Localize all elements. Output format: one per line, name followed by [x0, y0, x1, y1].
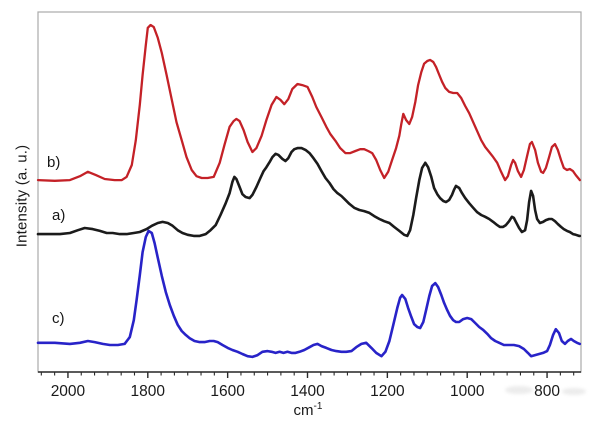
- x-axis-unit: cm: [293, 402, 314, 419]
- series-b-curve: [36, 23, 581, 182]
- x-tick-label: 1600: [210, 383, 245, 400]
- x-tick-label: 800: [534, 383, 560, 400]
- x-axis-label: cm-1: [294, 401, 323, 419]
- x-tick-label: 1000: [450, 383, 485, 400]
- watermark-smudge: [562, 388, 586, 395]
- x-tick-label: 1800: [131, 383, 166, 400]
- plot-frame: [37, 11, 582, 373]
- curve-label-b: b): [47, 154, 61, 171]
- x-axis-unit-exponent: -1: [313, 401, 323, 412]
- curve-label-c: c): [52, 310, 65, 327]
- x-tick-label: 1200: [370, 383, 405, 400]
- series-c-curve: [36, 229, 582, 359]
- x-tick-label: 1400: [290, 383, 325, 400]
- series-a-curve: [36, 146, 582, 238]
- y-axis-label: Intensity (a. u.): [13, 144, 31, 248]
- curve-label-a: a): [52, 207, 66, 224]
- watermark-smudge: [505, 386, 533, 394]
- x-tick-label: 2000: [51, 383, 86, 400]
